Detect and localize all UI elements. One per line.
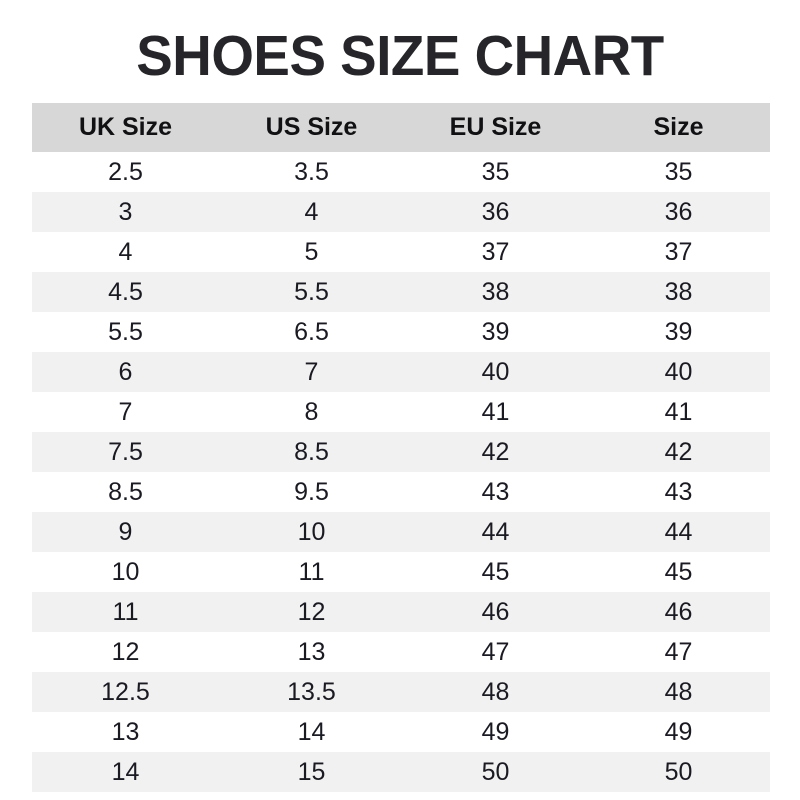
column-header-eu-size: EU Size <box>404 103 587 152</box>
cell-size: 45 <box>587 552 770 592</box>
cell-uk: 14 <box>32 752 219 792</box>
table-row: 7 8 41 41 <box>32 392 770 432</box>
cell-us: 15 <box>219 752 404 792</box>
cell-us: 11 <box>219 552 404 592</box>
cell-uk: 4.5 <box>32 272 219 312</box>
cell-us: 8 <box>219 392 404 432</box>
cell-eu: 46 <box>404 592 587 632</box>
table-row: 10 11 45 45 <box>32 552 770 592</box>
cell-size: 41 <box>587 392 770 432</box>
cell-us: 14 <box>219 712 404 752</box>
cell-eu: 43 <box>404 472 587 512</box>
cell-size: 49 <box>587 712 770 752</box>
cell-uk: 9 <box>32 512 219 552</box>
cell-eu: 42 <box>404 432 587 472</box>
cell-eu: 47 <box>404 632 587 672</box>
cell-uk: 7 <box>32 392 219 432</box>
table-row: 13 14 49 49 <box>32 712 770 752</box>
cell-eu: 45 <box>404 552 587 592</box>
cell-us: 5.5 <box>219 272 404 312</box>
cell-eu: 50 <box>404 752 587 792</box>
cell-size: 39 <box>587 312 770 352</box>
cell-eu: 40 <box>404 352 587 392</box>
page-title: SHOES SIZE CHART <box>136 24 664 88</box>
cell-us: 3.5 <box>219 152 404 192</box>
cell-eu: 38 <box>404 272 587 312</box>
cell-us: 10 <box>219 512 404 552</box>
column-header-uk-size: UK Size <box>32 103 219 152</box>
cell-us: 5 <box>219 232 404 272</box>
cell-uk: 2.5 <box>32 152 219 192</box>
cell-eu: 41 <box>404 392 587 432</box>
table-body: 2.5 3.5 35 35 3 4 36 36 4 5 37 37 4.5 5.5 38 38 5.5 6.5 39… <box>32 152 770 792</box>
cell-uk: 11 <box>32 592 219 632</box>
cell-size: 43 <box>587 472 770 512</box>
table-row: 14 15 50 50 <box>32 752 770 792</box>
cell-size: 48 <box>587 672 770 712</box>
cell-size: 40 <box>587 352 770 392</box>
cell-us: 13.5 <box>219 672 404 712</box>
cell-size: 37 <box>587 232 770 272</box>
cell-us: 4 <box>219 192 404 232</box>
cell-uk: 12.5 <box>32 672 219 712</box>
table-row: 9 10 44 44 <box>32 512 770 552</box>
cell-size: 46 <box>587 592 770 632</box>
cell-us: 8.5 <box>219 432 404 472</box>
cell-size: 50 <box>587 752 770 792</box>
cell-eu: 35 <box>404 152 587 192</box>
table-row: 7.5 8.5 42 42 <box>32 432 770 472</box>
table-header: UK Size US Size EU Size Size <box>32 103 770 152</box>
table-row: 2.5 3.5 35 35 <box>32 152 770 192</box>
cell-uk: 3 <box>32 192 219 232</box>
table-row: 12 13 47 47 <box>32 632 770 672</box>
cell-size: 36 <box>587 192 770 232</box>
cell-uk: 6 <box>32 352 219 392</box>
table-header-row: UK Size US Size EU Size Size <box>32 103 770 152</box>
cell-us: 12 <box>219 592 404 632</box>
cell-uk: 4 <box>32 232 219 272</box>
cell-uk: 10 <box>32 552 219 592</box>
table-row: 11 12 46 46 <box>32 592 770 632</box>
cell-eu: 39 <box>404 312 587 352</box>
cell-us: 13 <box>219 632 404 672</box>
table-row: 6 7 40 40 <box>32 352 770 392</box>
cell-uk: 8.5 <box>32 472 219 512</box>
cell-uk: 7.5 <box>32 432 219 472</box>
cell-uk: 13 <box>32 712 219 752</box>
cell-size: 47 <box>587 632 770 672</box>
cell-us: 9.5 <box>219 472 404 512</box>
cell-eu: 36 <box>404 192 587 232</box>
cell-eu: 37 <box>404 232 587 272</box>
table-row: 4 5 37 37 <box>32 232 770 272</box>
cell-size: 44 <box>587 512 770 552</box>
column-header-us-size: US Size <box>219 103 404 152</box>
cell-eu: 44 <box>404 512 587 552</box>
cell-us: 7 <box>219 352 404 392</box>
cell-size: 35 <box>587 152 770 192</box>
cell-size: 42 <box>587 432 770 472</box>
table-row: 5.5 6.5 39 39 <box>32 312 770 352</box>
cell-uk: 12 <box>32 632 219 672</box>
table-row: 3 4 36 36 <box>32 192 770 232</box>
cell-size: 38 <box>587 272 770 312</box>
cell-eu: 49 <box>404 712 587 752</box>
table-row: 8.5 9.5 43 43 <box>32 472 770 512</box>
cell-eu: 48 <box>404 672 587 712</box>
cell-uk: 5.5 <box>32 312 219 352</box>
column-header-size: Size <box>587 103 770 152</box>
table-row: 4.5 5.5 38 38 <box>32 272 770 312</box>
table-row: 12.5 13.5 48 48 <box>32 672 770 712</box>
shoes-size-table: UK Size US Size EU Size Size 2.5 3.5 35 35 3… <box>32 103 770 792</box>
cell-us: 6.5 <box>219 312 404 352</box>
